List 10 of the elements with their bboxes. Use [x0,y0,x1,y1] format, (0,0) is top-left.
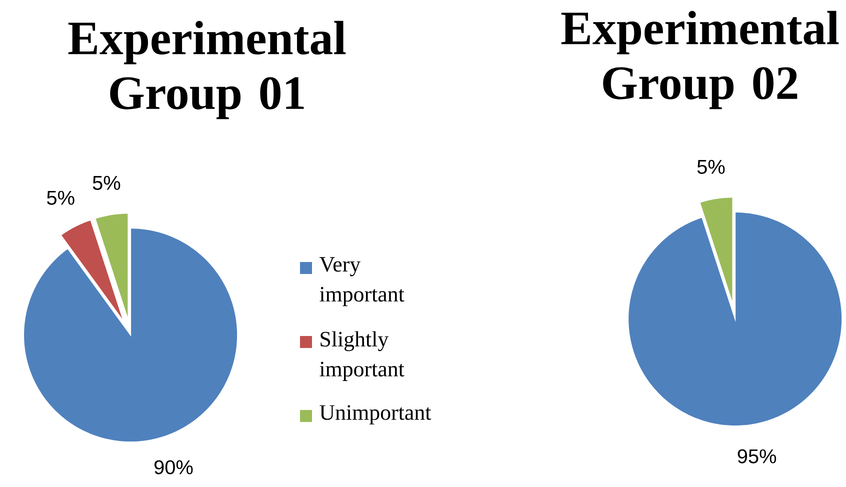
legend-label: Unimportant [320,405,432,424]
data-label: 95% [738,449,776,464]
legend-label: Slightly important [320,331,404,381]
data-label: 5% [92,176,120,190]
chart-title: Experimental Group 02 [561,10,839,110]
legend-label: Very important [319,257,404,306]
data-label: 90% [154,460,193,474]
data-label: 5% [697,160,725,174]
chart-title: Experimental Group 01 [68,20,346,120]
data-label: 5% [47,190,74,205]
